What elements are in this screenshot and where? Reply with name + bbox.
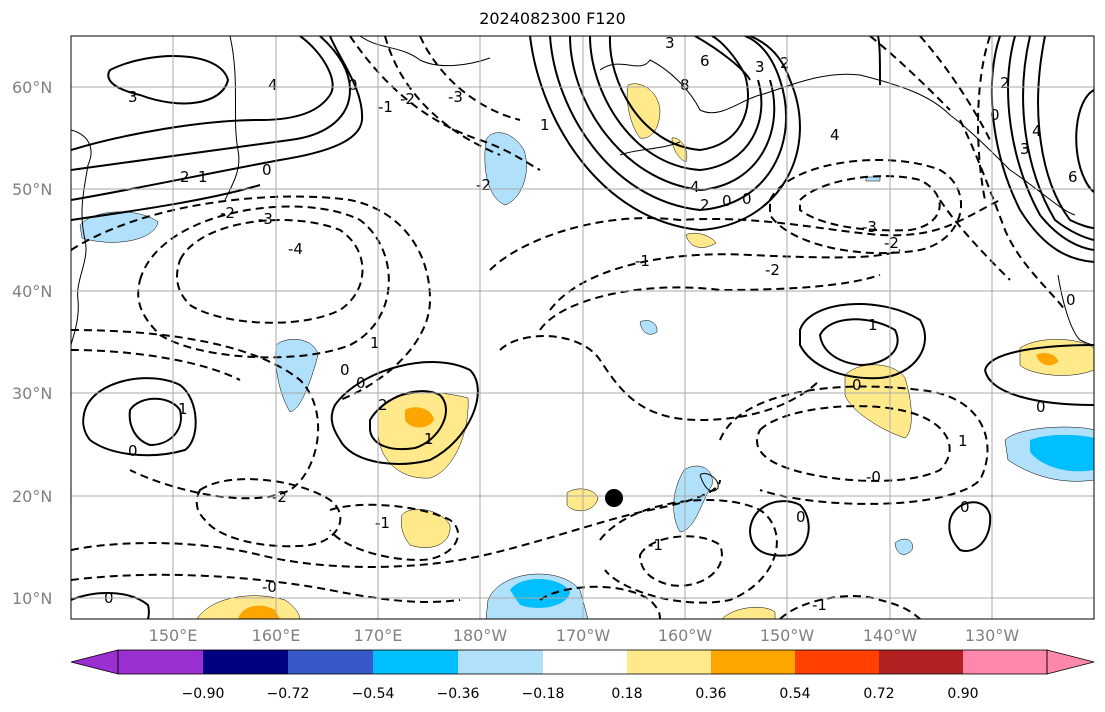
lat-label-60n: 60°N [12, 78, 53, 97]
contour-label: -2 [476, 176, 491, 194]
lon-label-150w: 150°W [759, 626, 815, 645]
contour-label: 1 [370, 334, 380, 352]
map-title: 2024082300 F120 [479, 9, 626, 28]
contour-label: 1 [178, 400, 188, 418]
contour-label: 0 [356, 374, 366, 392]
contour-label: -2 [765, 261, 780, 279]
contour-label: 6 [1068, 168, 1078, 186]
contour-label: -0 [262, 578, 277, 596]
contour-label: 3 [755, 58, 765, 76]
colorbar-tick-label: −0.18 [521, 686, 565, 702]
contour-label: 0 [852, 376, 862, 394]
contour-label: 4 [830, 126, 840, 144]
contour-label: 2 [780, 54, 790, 72]
colorbar-tick-label: 0.18 [611, 686, 643, 702]
contour-label: 0 [340, 361, 350, 379]
contour-label: 0 [990, 106, 1000, 124]
colorbar-extend-low [70, 649, 119, 675]
contour-label: -2 [400, 90, 415, 108]
lon-label-160e: 160°E [251, 626, 301, 645]
contour-label: 1 [868, 316, 878, 334]
colorbar [70, 649, 1095, 675]
lon-label-170e: 170°E [353, 626, 403, 645]
contour-label: 0 [722, 192, 732, 210]
colorbar-tick-label: −0.90 [181, 686, 225, 702]
lon-label-130w: 130°W [964, 626, 1020, 645]
lat-label-20n: 20°N [12, 487, 53, 506]
contour-label: -2 [884, 234, 899, 252]
lon-label-180w: 180°W [452, 626, 508, 645]
colorbar-tick-label: 0.72 [863, 686, 895, 702]
contour-label: -1 [648, 536, 663, 554]
contour-label: -1 [378, 98, 393, 116]
contour-label: 4 [690, 178, 700, 196]
colorbar-tick-label: 0.90 [947, 686, 979, 702]
graticule [71, 36, 1094, 619]
contour-label: -4 [288, 240, 303, 258]
contour-label: -1 [375, 514, 390, 532]
contour-label: 3 [128, 88, 138, 106]
contour-label: 6 [700, 52, 710, 70]
contour-label: 1 [958, 432, 968, 450]
contour-label: -3 [448, 88, 463, 106]
colorbar-tick-label: −0.72 [266, 686, 310, 702]
contour-label: 1 [540, 116, 550, 134]
negative-anomaly-region [484, 132, 527, 206]
contour-label: 4 [1032, 122, 1042, 140]
colorbar-tick-label: −0.36 [436, 686, 480, 702]
lon-label-160w: 160°W [657, 626, 713, 645]
contour-label: 0 [960, 498, 970, 516]
dashed-contours [71, 36, 1066, 619]
contour-label: 0 [128, 442, 138, 460]
contour-label: 2 [1000, 74, 1010, 92]
lon-label-140w: 140°W [862, 626, 918, 645]
contour-label: 3 [665, 34, 675, 52]
contour-label: -3 [258, 210, 273, 228]
lat-label-30n: 30°N [12, 384, 53, 403]
contour-label: -0 [866, 468, 881, 486]
lat-label-40n: 40°N [12, 282, 53, 301]
contour-label: -1 [812, 596, 827, 614]
contour-labels: 3 4 2 1 0 -2 -3 -4 0 -1 -2 -3 -2 1 3 6 8… [104, 34, 1078, 614]
colorbar-extend-high [1046, 649, 1095, 675]
positive-anomaly-core [405, 407, 434, 428]
lat-label-10n: 10°N [12, 589, 53, 608]
contour-label: 0 [796, 508, 806, 526]
contour-label: 2 [378, 396, 388, 414]
contour-label: 1 [424, 430, 434, 448]
lon-label-150e: 150°E [148, 626, 198, 645]
contour-label: 0 [1066, 291, 1076, 309]
contour-label: 0 [1036, 398, 1046, 416]
contour-label: 2 [180, 168, 190, 186]
lon-label-170w: 170°W [555, 626, 611, 645]
contour-label: 4 [268, 76, 278, 94]
contour-label: -2 [220, 204, 235, 222]
contour-label: 1 [198, 168, 208, 186]
lat-label-50n: 50°N [12, 180, 53, 199]
storm-center-dot [605, 489, 623, 507]
colorbar-tick-label: 0.54 [779, 686, 811, 702]
shaded-anomalies [79, 83, 1094, 619]
contour-label: -2 [272, 488, 287, 506]
contour-label: 0 [742, 190, 752, 208]
colorbar-tick-label: −0.54 [351, 686, 395, 702]
contour-label: 0 [348, 76, 358, 94]
contour-label: 3 [1020, 140, 1030, 158]
contour-label: -3 [862, 218, 877, 236]
contour-label: -1 [635, 252, 650, 270]
map-frame [70, 35, 1095, 620]
contour-label: 0 [262, 161, 272, 179]
contour-label: 2 [700, 196, 710, 214]
colorbar-tick-label: 0.36 [695, 686, 727, 702]
